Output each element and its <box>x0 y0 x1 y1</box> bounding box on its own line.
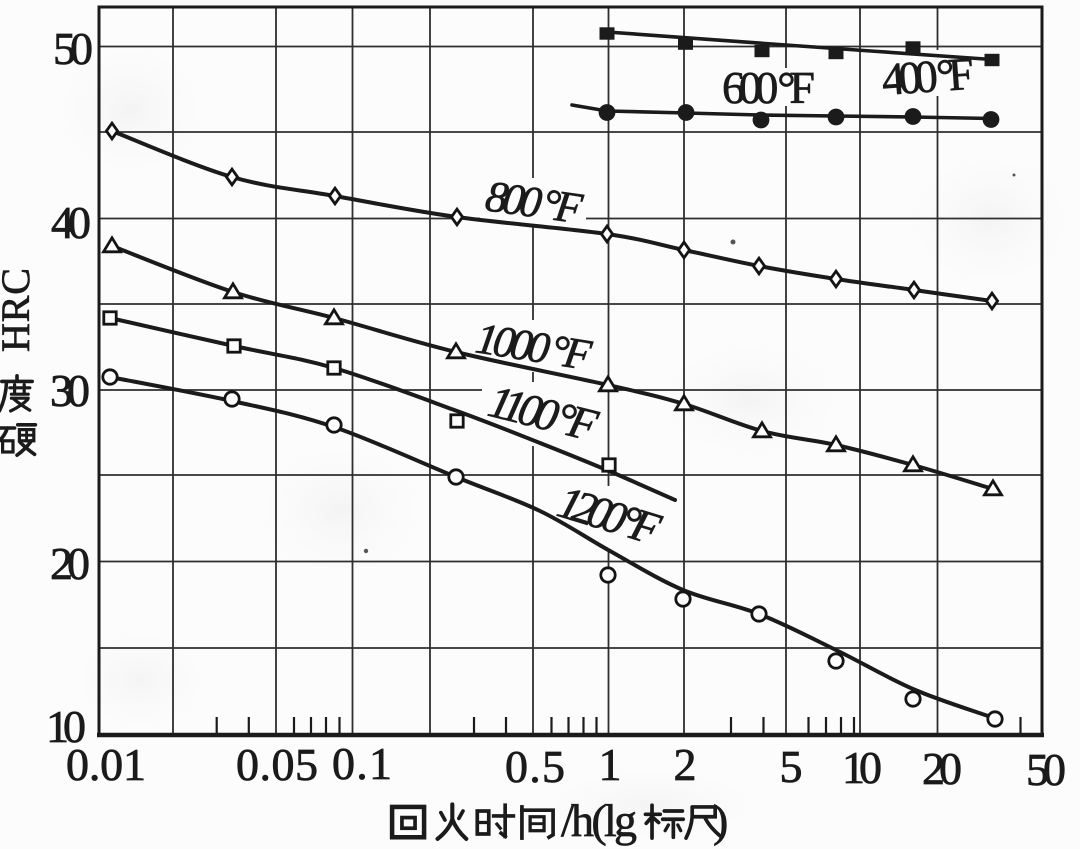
svg-text:40: 40 <box>51 197 91 248</box>
svg-text:0.1: 0.1 <box>332 738 392 789</box>
svg-text:2: 2 <box>674 739 697 790</box>
svg-text:10: 10 <box>842 742 882 793</box>
svg-text:5: 5 <box>780 741 803 792</box>
svg-text:0.05: 0.05 <box>236 739 318 790</box>
svg-text:0.5: 0.5 <box>505 741 565 792</box>
svg-text:HRC: HRC <box>0 268 38 352</box>
svg-text:20: 20 <box>922 743 962 794</box>
svg-text:0.01: 0.01 <box>66 739 146 790</box>
svg-text:600 °F: 600 °F <box>722 62 815 113</box>
svg-text:1: 1 <box>599 739 622 790</box>
svg-text:50: 50 <box>53 23 93 74</box>
svg-text:400 °F: 400 °F <box>880 48 975 105</box>
svg-text:50: 50 <box>1026 744 1066 795</box>
svg-text:30: 30 <box>50 365 90 416</box>
svg-text:10: 10 <box>46 701 86 752</box>
svg-text:20: 20 <box>50 538 90 589</box>
svg-text:): ) <box>713 795 728 846</box>
svg-text:/h(lg: /h(lg <box>561 795 637 846</box>
